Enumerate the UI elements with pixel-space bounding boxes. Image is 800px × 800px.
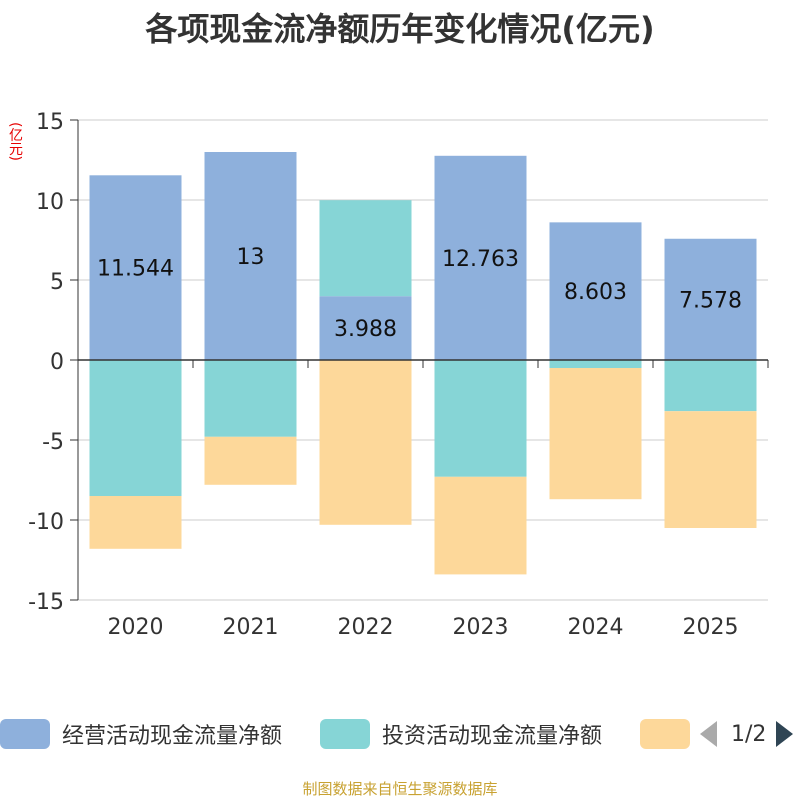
bar-financing-2024[interactable] [549, 368, 642, 500]
y-tick-label: -10 [28, 510, 64, 535]
legend-item-financing[interactable] [640, 716, 690, 752]
data-label-operating-2025: 7.578 [679, 288, 742, 313]
grid-lines [78, 119, 768, 601]
bar-financing-2023[interactable] [434, 476, 527, 575]
bar-operating-2020[interactable] [89, 175, 182, 360]
legend-label-operating: 经营活动现金流量净额 [62, 724, 283, 749]
data-label-operating-2021: 13 [237, 245, 265, 270]
bar-operating-2023[interactable] [434, 155, 527, 360]
legend-pager: 1/2 [700, 716, 794, 752]
y-tick-label: 15 [36, 110, 64, 135]
data-label-operating-2020: 11.544 [97, 257, 174, 282]
bar-operating-2024[interactable] [549, 222, 642, 360]
data-labels: 11.544 13 3.988 12.763 8.603 7.578 [97, 245, 742, 342]
legend-item-operating[interactable]: 经营活动现金流量净额 [0, 716, 282, 752]
bar-financing-2021[interactable] [204, 436, 297, 485]
pager-text: 1/2 [731, 721, 767, 747]
bar-financing-2020[interactable] [89, 496, 182, 549]
x-tick-label: 2025 [683, 615, 739, 640]
bar-operating-2021[interactable] [204, 152, 297, 360]
axes: 15 10 5 0 -5 -10 -15 2020 2021 2022 2023 2024 2025 [28, 110, 769, 640]
x-tick-label: 2023 [453, 615, 509, 640]
chart-title: 各项现金流净额历年变化情况(亿元) [145, 10, 655, 48]
stacked-bar-chart: 15 10 5 0 -5 -10 -15 2020 2021 2022 2023 2024 2025 1… [28, 110, 769, 640]
bar-investing-2024[interactable] [549, 360, 642, 368]
legend-swatch-financing [640, 719, 690, 749]
data-label-operating-2022: 3.988 [334, 317, 397, 342]
y-tick-label: 0 [50, 350, 64, 375]
x-tick-label: 2022 [338, 615, 394, 640]
y-tick-label: -15 [28, 590, 64, 615]
legend-item-investing[interactable]: 投资活动现金流量净额 [320, 716, 602, 752]
legend-swatch-operating [0, 719, 50, 749]
bar-investing-2025[interactable] [664, 360, 757, 412]
bars [89, 152, 757, 575]
bar-financing-2022[interactable] [319, 360, 412, 525]
bar-financing-2025[interactable] [664, 411, 757, 528]
data-label-operating-2024: 8.603 [564, 280, 627, 305]
x-tick-label: 2024 [568, 615, 624, 640]
legend-label-investing: 投资活动现金流量净额 [382, 724, 603, 749]
pager-prev-arrow-icon[interactable] [700, 721, 717, 747]
bar-investing-2022[interactable] [319, 200, 412, 297]
pager-next-arrow-icon[interactable] [776, 721, 794, 747]
bar-operating-2025[interactable] [664, 238, 757, 360]
y-tick-label: -5 [42, 430, 64, 455]
x-tick-label: 2021 [223, 615, 279, 640]
x-tick-label: 2020 [108, 615, 164, 640]
legend-swatch-investing [320, 719, 370, 749]
y-tick-label: 5 [50, 270, 64, 295]
bar-operating-2022[interactable] [319, 296, 412, 360]
bar-investing-2021[interactable] [204, 360, 297, 437]
legend: 经营活动现金流量净额 投资活动现金流量净额 1/2 [0, 716, 800, 752]
bar-investing-2023[interactable] [434, 360, 527, 477]
y-tick-label: 10 [36, 190, 64, 215]
bar-investing-2020[interactable] [89, 360, 182, 496]
data-label-operating-2023: 12.763 [442, 247, 519, 272]
y-axis-unit: (亿元) [7, 122, 23, 161]
data-source-note: 制图数据来自恒生聚源数据库 [302, 780, 498, 798]
